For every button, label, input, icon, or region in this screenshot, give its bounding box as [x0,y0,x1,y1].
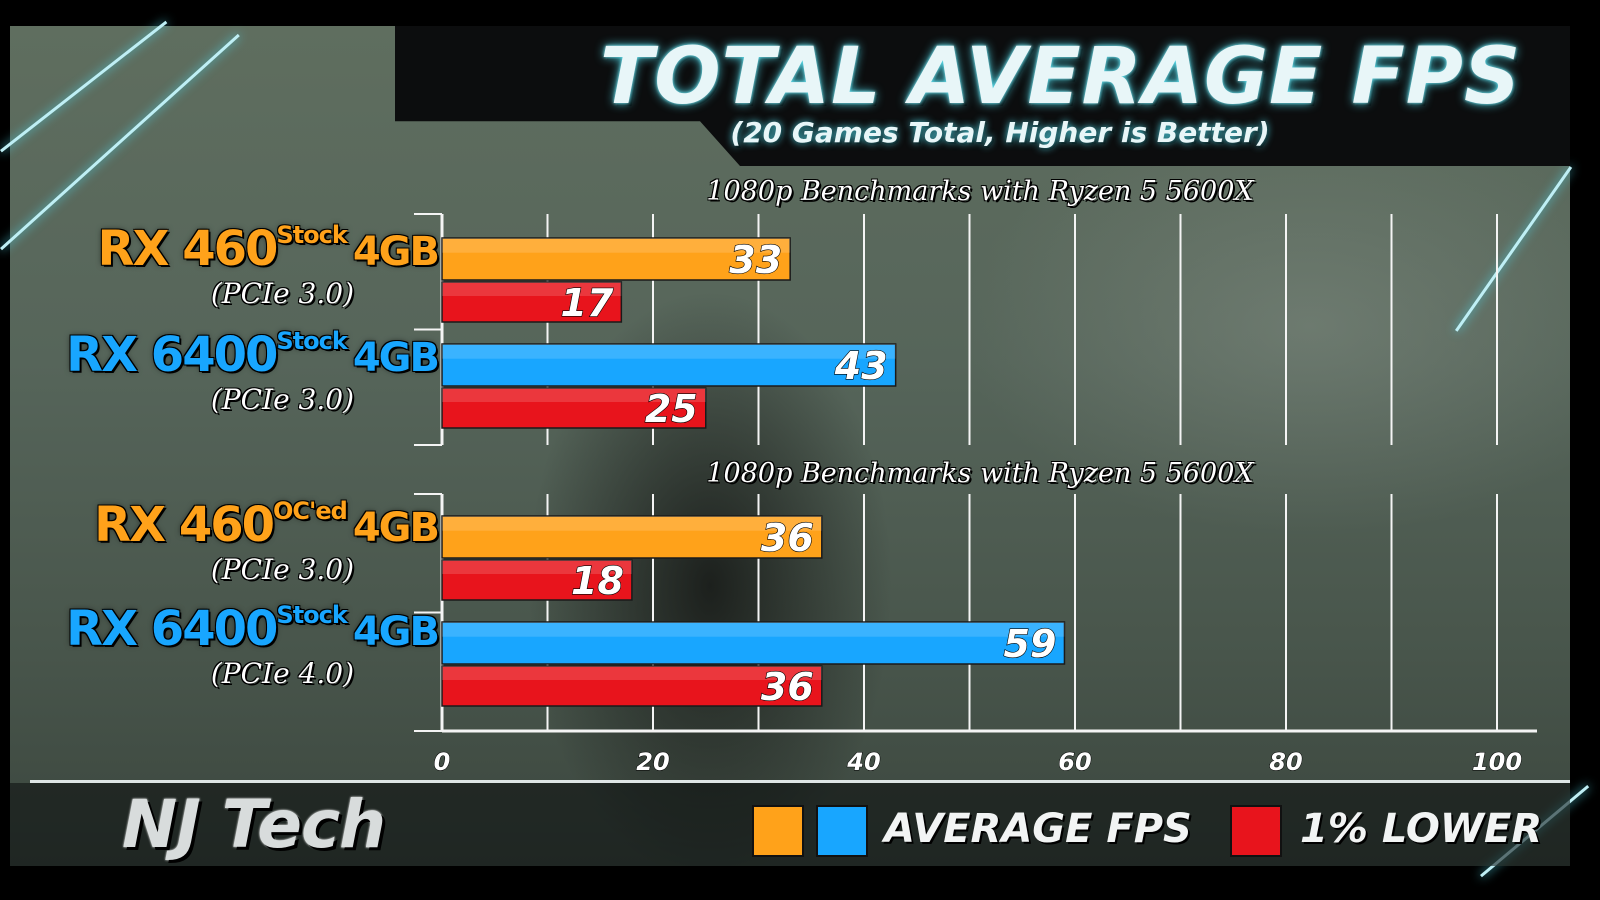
gpu-bus: (PCIe 3.0) [210,277,354,310]
legend-swatch-orange [752,805,804,857]
bar-1pct-low [441,559,633,601]
x-tick-label: 20 [636,748,669,776]
chart-title: TOTAL AVERAGE FPS [600,32,1522,122]
x-tick-label: 80 [1269,748,1302,776]
gpu-memory: 4GB [352,335,440,381]
gpu-memory: 4GB [352,505,440,551]
bar-1pct-low [441,387,707,429]
gpu-name: RX 460 [97,221,279,277]
gpu-variant: Stock [276,601,347,629]
gpu-bus: (PCIe 3.0) [210,383,354,416]
bar-average [441,237,791,281]
legend-lower-label: 1% LOWER [1300,806,1543,852]
gpu-label: RX 460Stock 4GB (PCIe 3.0) [97,221,440,311]
bar-1pct-low-shine [442,388,706,402]
legend-swatch-red [1230,805,1282,857]
bar-average [441,515,823,559]
bar-average-shine [442,516,822,531]
bar-average [441,621,1066,665]
bar-1pct-low-shine [442,560,632,574]
gpu-label: RX 460OC'ed 4GB (PCIe 3.0) [94,497,440,587]
data-label: 17 [560,281,613,325]
gpu-variant: Stock [276,221,347,249]
legend-swatch-blue [816,805,868,857]
gpu-label: RX 6400Stock 4GB (PCIe 3.0) [66,327,440,417]
footer-divider [30,780,1570,783]
x-tick-label: 40 [846,748,880,776]
brand-logo: NJ Tech [122,786,386,863]
x-tick-label: 60 [1058,748,1091,776]
bar-average-shine [442,344,896,359]
gpu-name: RX 460 [94,497,275,553]
bar-average-shine [442,238,791,253]
gpu-variant: OC'ed [273,497,348,525]
bar-1pct-low-shine [442,666,822,680]
data-label: 36 [761,516,814,560]
gpu-bus: (PCIe 3.0) [210,553,354,586]
bar-average [441,343,897,387]
bar-1pct-low-shine [442,282,622,296]
gpu-name: RX 6400 [66,601,278,657]
bar-1pct-low [441,281,623,323]
data-label: 36 [761,665,814,709]
gpu-variant: Stock [276,327,347,355]
data-label: 18 [571,559,624,603]
gpu-name: RX 6400 [66,327,278,383]
data-label: 43 [834,344,888,388]
group-title: 1080p Benchmarks with Ryzen 5 5600X [706,458,1254,489]
gpu-memory: 4GB [352,229,440,275]
x-tick-label: 100 [1472,748,1522,776]
group-title: 1080p Benchmarks with Ryzen 5 5600X [706,176,1254,207]
legend-average-label: AVERAGE FPS [884,806,1192,852]
game-background [10,26,1570,866]
bar-1pct-low [441,665,823,707]
gpu-label: RX 6400Stock 4GB (PCIe 4.0) [66,601,440,691]
gpu-memory: 4GB [352,609,440,655]
bar-average-shine [442,622,1065,637]
data-label: 33 [729,238,782,282]
data-label: 59 [1004,622,1057,666]
x-tick-label: 0 [434,748,451,776]
data-label: 25 [645,387,698,431]
gpu-bus: (PCIe 4.0) [210,657,354,690]
chart-subtitle: (20 Games Total, Higher is Better) [730,116,1270,149]
